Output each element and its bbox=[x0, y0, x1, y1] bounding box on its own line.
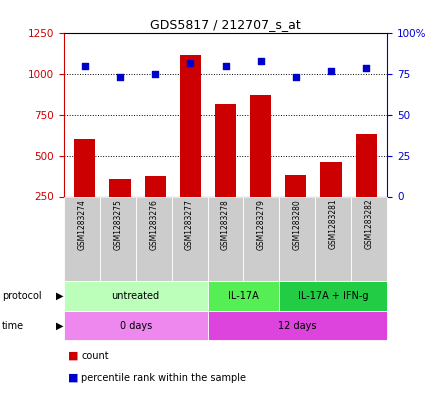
Text: 12 days: 12 days bbox=[278, 321, 317, 331]
Text: count: count bbox=[81, 351, 109, 361]
Bar bbox=[180, 55, 201, 196]
Bar bbox=[285, 175, 306, 196]
Text: GSM1283277: GSM1283277 bbox=[185, 199, 194, 250]
Text: GSM1283278: GSM1283278 bbox=[221, 199, 230, 250]
Text: ■: ■ bbox=[68, 373, 79, 383]
Text: GSM1283274: GSM1283274 bbox=[77, 199, 86, 250]
Text: percentile rank within the sample: percentile rank within the sample bbox=[81, 373, 246, 383]
Text: ■: ■ bbox=[68, 351, 79, 361]
Text: ▶: ▶ bbox=[56, 321, 64, 331]
Text: 0 days: 0 days bbox=[120, 321, 152, 331]
Point bbox=[292, 74, 299, 81]
Bar bbox=[250, 95, 271, 196]
Point bbox=[363, 64, 370, 71]
Text: protocol: protocol bbox=[2, 291, 42, 301]
Text: GSM1283279: GSM1283279 bbox=[257, 199, 266, 250]
Bar bbox=[320, 162, 341, 196]
Bar bbox=[356, 134, 377, 196]
Bar bbox=[110, 179, 131, 196]
Point bbox=[117, 74, 124, 81]
Text: IL-17A: IL-17A bbox=[228, 291, 259, 301]
Point bbox=[257, 58, 264, 64]
Point bbox=[187, 60, 194, 66]
Text: time: time bbox=[2, 321, 24, 331]
Title: GDS5817 / 212707_s_at: GDS5817 / 212707_s_at bbox=[150, 18, 301, 31]
Text: IL-17A + IFN-g: IL-17A + IFN-g bbox=[298, 291, 369, 301]
Bar bbox=[215, 105, 236, 196]
Text: ▶: ▶ bbox=[56, 291, 64, 301]
Text: GSM1283276: GSM1283276 bbox=[149, 199, 158, 250]
Text: GSM1283275: GSM1283275 bbox=[113, 199, 122, 250]
Text: GSM1283280: GSM1283280 bbox=[293, 199, 302, 250]
Point bbox=[222, 63, 229, 69]
Point bbox=[327, 68, 334, 74]
Point bbox=[81, 63, 88, 69]
Text: untreated: untreated bbox=[112, 291, 160, 301]
Point bbox=[152, 71, 159, 77]
Text: GSM1283282: GSM1283282 bbox=[365, 199, 374, 250]
Text: GSM1283281: GSM1283281 bbox=[329, 199, 338, 250]
Bar bbox=[145, 176, 166, 196]
Bar bbox=[74, 140, 95, 196]
